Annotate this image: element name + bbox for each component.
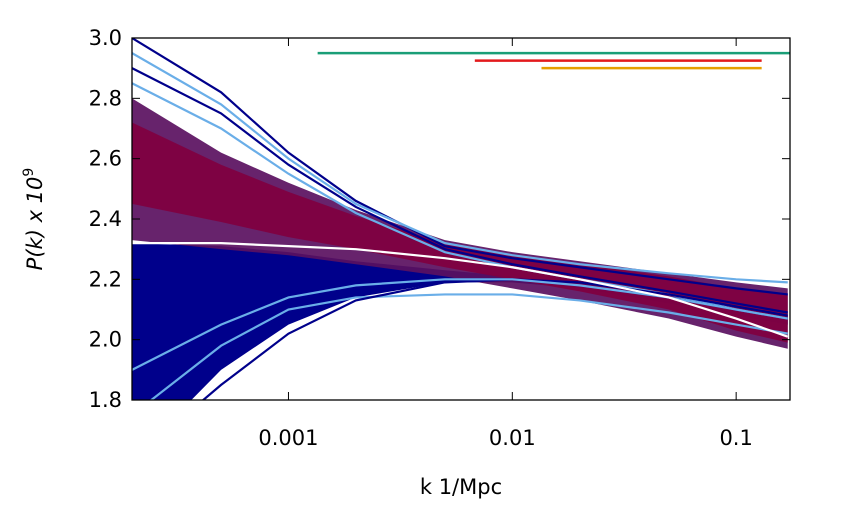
x-tick-label: 0.001 [258, 426, 318, 450]
y-tick-label: 2.6 [89, 147, 122, 171]
x-tick-label: 0.1 [719, 426, 752, 450]
band [132, 243, 788, 400]
series-line [132, 242, 789, 338]
y-axis-label-text: P(k) x 10 [23, 177, 47, 271]
x-tick-label: 0.01 [489, 426, 536, 450]
y-tick-label: 2.2 [89, 267, 122, 291]
y-tick-label: 2.4 [89, 207, 122, 231]
plot-area [132, 38, 790, 400]
series-line [201, 278, 788, 400]
y-tick-label: 2.8 [89, 86, 122, 110]
y-axis-label-exponent: 9 [21, 168, 37, 177]
series-line [132, 52, 788, 284]
y-tick-label: 2.0 [89, 328, 122, 352]
series-line [132, 82, 788, 320]
x-axis-label: k 1/Mpc [420, 475, 502, 499]
y-tick-label: 3.0 [89, 26, 122, 50]
series-line [132, 278, 788, 371]
series-line [132, 67, 788, 314]
series-line [149, 293, 788, 400]
series-line [132, 38, 788, 296]
y-tick-label: 1.8 [89, 388, 122, 412]
y-axis-label: P(k) x 109 [21, 168, 47, 271]
